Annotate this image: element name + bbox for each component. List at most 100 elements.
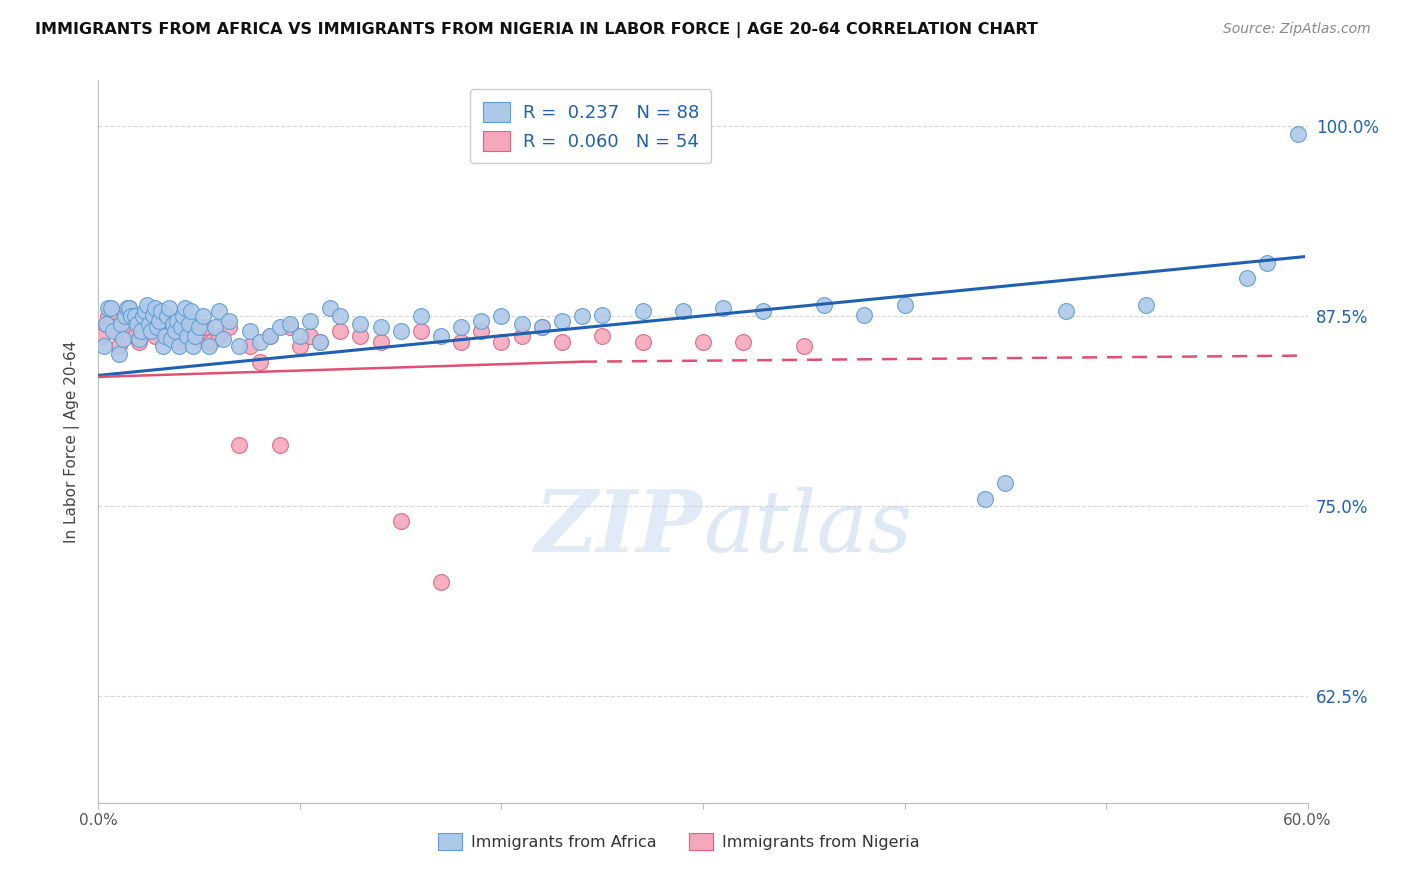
Legend: Immigrants from Africa, Immigrants from Nigeria: Immigrants from Africa, Immigrants from … (432, 827, 927, 856)
Point (96, 317, 118, 331)
Point (174, 301, 197, 316)
Point (530, 319, 553, 334)
Point (249, 354, 271, 368)
Point (329, 309, 352, 323)
Point (111, 317, 134, 331)
Point (184, 328, 207, 343)
Point (101, 324, 124, 338)
Point (893, 298, 915, 312)
Point (167, 339, 190, 353)
Point (110, 317, 132, 331)
Point (128, 334, 150, 349)
Point (128, 332, 150, 346)
Point (631, 334, 654, 349)
Point (179, 317, 201, 331)
Point (107, 347, 129, 361)
Text: atlas: atlas (703, 487, 912, 570)
Point (239, 339, 262, 353)
Point (188, 332, 211, 346)
Point (124, 328, 146, 343)
Point (288, 328, 311, 343)
Point (269, 319, 291, 334)
Point (156, 309, 179, 323)
Point (194, 319, 217, 334)
Point (370, 334, 392, 349)
Point (101, 304, 124, 318)
Point (170, 319, 193, 334)
Point (120, 319, 142, 334)
Point (198, 339, 221, 353)
Point (179, 313, 201, 327)
Point (143, 328, 166, 343)
Point (319, 301, 342, 316)
Point (329, 324, 352, 338)
Point (135, 298, 157, 312)
Point (97, 301, 120, 316)
Point (172, 324, 194, 338)
Point (115, 301, 138, 316)
Point (218, 313, 240, 327)
Point (212, 332, 235, 346)
Point (249, 334, 271, 349)
Point (692, 334, 714, 349)
Point (139, 309, 162, 323)
Point (93, 339, 115, 353)
Point (149, 304, 172, 318)
Point (470, 313, 492, 327)
Point (166, 313, 188, 327)
Point (491, 334, 513, 349)
Point (853, 308, 876, 322)
Point (1236, 271, 1258, 285)
Point (132, 309, 155, 323)
Point (974, 491, 997, 506)
Point (188, 319, 211, 334)
Point (157, 301, 180, 316)
Point (162, 317, 184, 331)
Point (1256, 256, 1278, 270)
Y-axis label: In Labor Force | Age 20-64: In Labor Force | Age 20-64 (63, 341, 80, 542)
Point (143, 301, 166, 316)
Point (1054, 304, 1077, 318)
Point (208, 304, 231, 318)
Point (228, 339, 250, 353)
Point (138, 317, 160, 331)
Point (218, 319, 240, 334)
Point (100, 301, 122, 316)
Point (309, 334, 332, 349)
Point (118, 301, 141, 316)
Point (124, 309, 146, 323)
Point (114, 309, 136, 323)
Point (135, 317, 157, 331)
Point (160, 332, 183, 346)
Point (813, 298, 835, 312)
Point (163, 324, 186, 338)
Point (148, 319, 170, 334)
Point (571, 309, 593, 323)
Point (152, 339, 174, 353)
Point (530, 319, 553, 334)
Point (278, 319, 301, 334)
Point (299, 328, 322, 343)
Point (120, 309, 142, 323)
Point (1135, 298, 1157, 312)
Point (97, 309, 120, 323)
Point (470, 324, 492, 338)
Point (152, 313, 174, 327)
Point (172, 309, 194, 323)
Point (430, 328, 453, 343)
Point (711, 301, 734, 316)
Point (259, 328, 281, 343)
Point (510, 317, 533, 331)
Text: IMMIGRANTS FROM AFRICA VS IMMIGRANTS FROM NIGERIA IN LABOR FORCE | AGE 20-64 COR: IMMIGRANTS FROM AFRICA VS IMMIGRANTS FRO… (35, 22, 1038, 38)
Point (510, 328, 533, 343)
Point (409, 324, 432, 338)
Point (299, 313, 322, 327)
Point (105, 324, 128, 338)
Point (139, 324, 162, 338)
Point (132, 324, 155, 338)
Point (91, 328, 114, 343)
Point (239, 324, 262, 338)
Point (269, 438, 291, 452)
Point (389, 324, 412, 338)
Point (96, 317, 118, 331)
